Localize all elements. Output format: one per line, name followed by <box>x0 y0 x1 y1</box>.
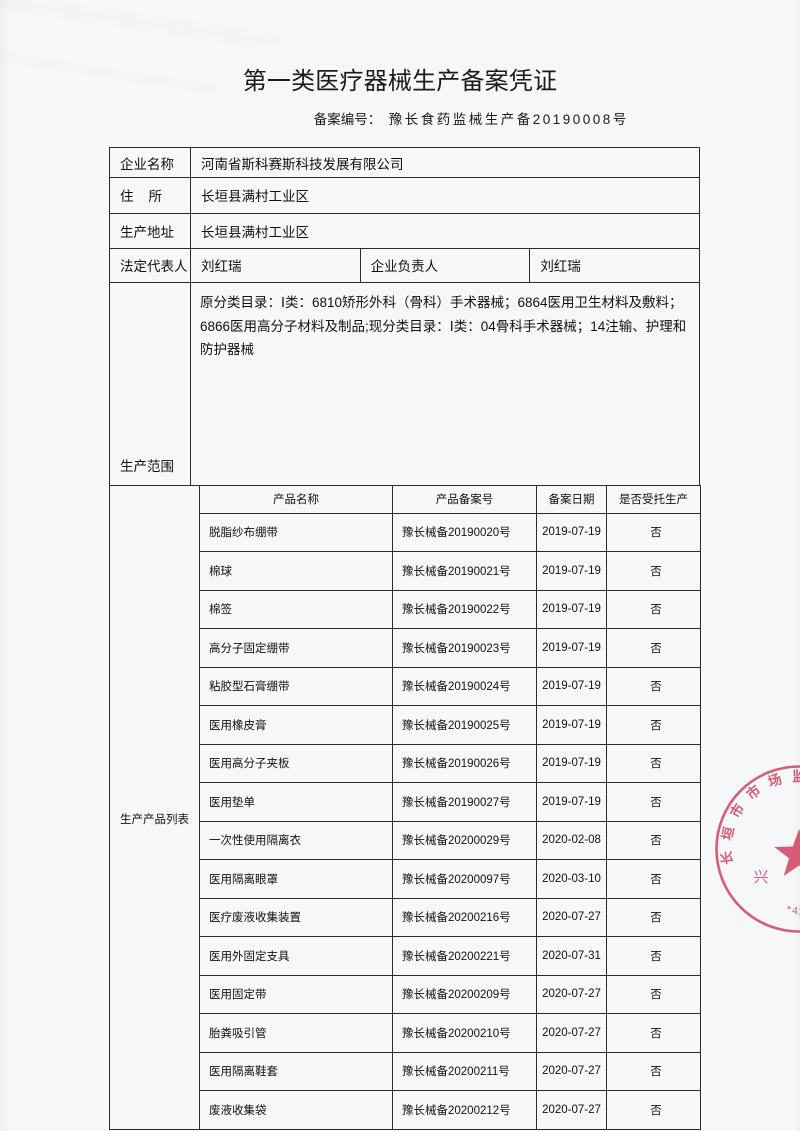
svg-text:监: 监 <box>792 768 800 784</box>
svg-text:长: 长 <box>718 850 736 866</box>
svg-text:兴: 兴 <box>753 869 768 886</box>
svg-text:*41072: *41072 <box>785 905 800 921</box>
svg-text:场: 场 <box>766 771 784 790</box>
svg-text:垣: 垣 <box>719 825 737 842</box>
